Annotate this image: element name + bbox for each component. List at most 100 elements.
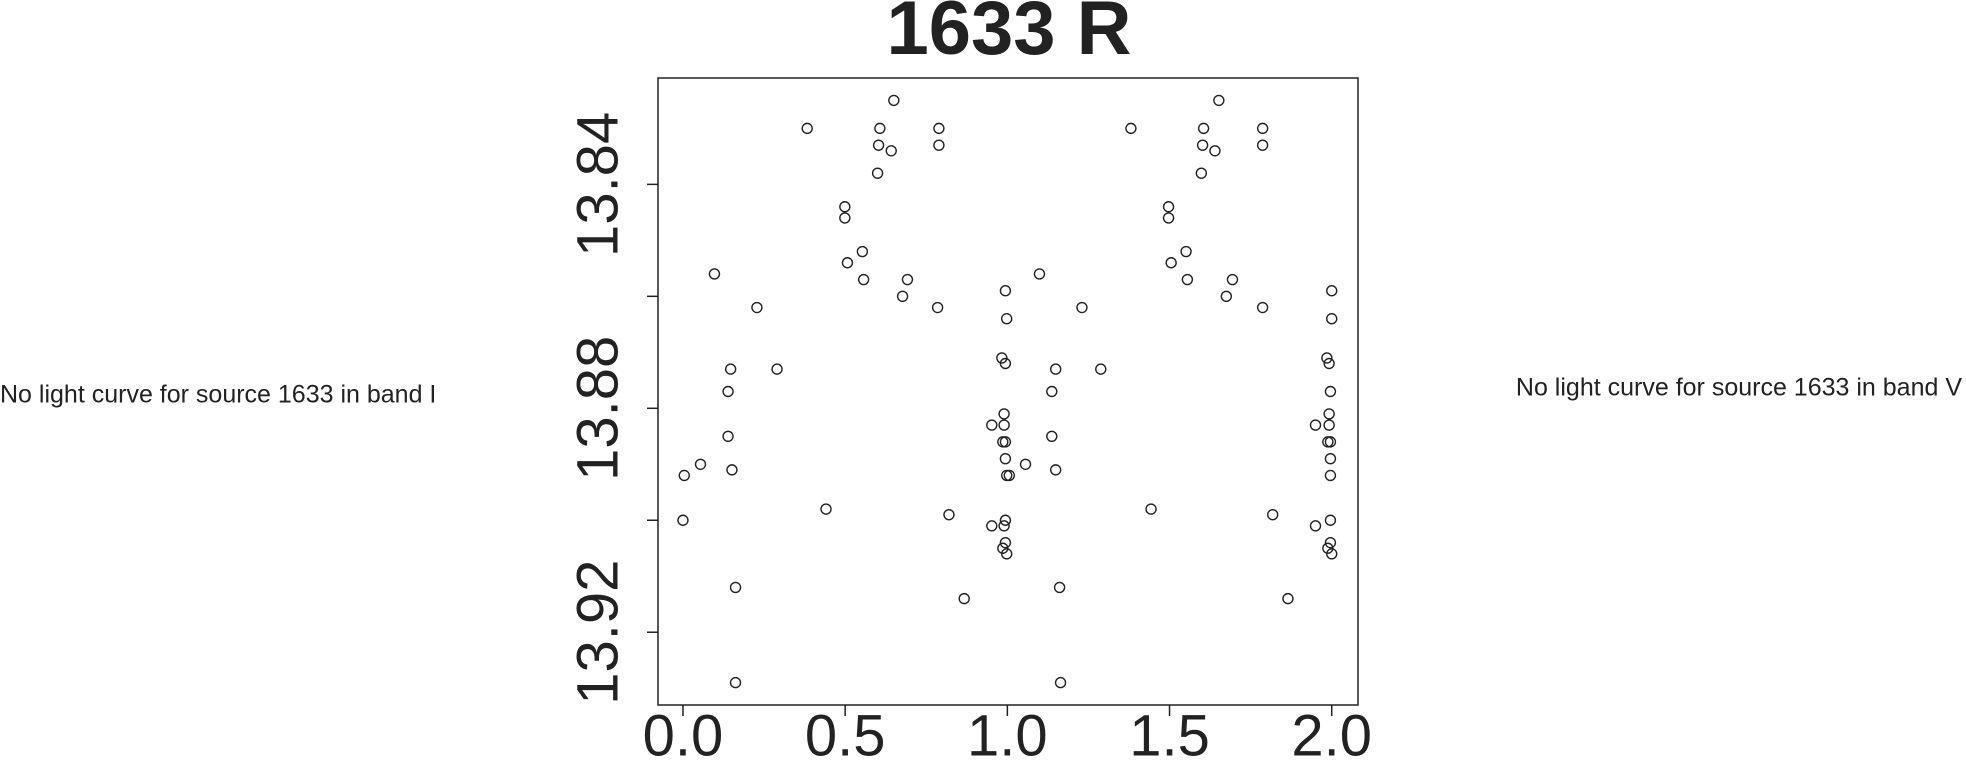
point [708,268,721,280]
point [1220,290,1233,303]
point [958,592,970,605]
point [1054,676,1067,689]
point [839,201,851,213]
point [986,419,998,431]
point [1323,357,1335,370]
x-tick-label: 1.0 [967,703,1048,764]
point [1322,542,1334,554]
y-tick-label: 13.84 [565,112,630,257]
message-left: No light curve for source 1633 in band I [0,381,436,409]
point [1053,581,1066,594]
point [1326,313,1338,325]
point [1324,469,1337,482]
point [1049,363,1062,375]
point [771,363,783,375]
point [729,676,742,689]
point [1181,273,1194,286]
point [1209,145,1221,157]
point [1321,352,1333,364]
point [856,245,869,258]
point [1033,268,1046,280]
point [1165,257,1177,269]
point [1309,520,1322,532]
point [820,503,832,515]
point [999,285,1012,297]
x-tick-label: 1.5 [1129,703,1210,764]
point [901,273,914,286]
point [1196,139,1209,151]
point [1324,514,1337,526]
point [999,357,1012,370]
point [1323,408,1335,420]
point [839,212,851,224]
x-tick-label: 0.0 [643,703,724,764]
point [1226,273,1239,286]
point [872,139,885,151]
point [888,94,900,107]
point [1324,385,1337,398]
point [751,301,763,314]
point [1309,419,1322,431]
point [1162,201,1175,213]
point [1324,536,1337,549]
message-right: No light curve for source 1633 in band V [1516,374,1962,402]
point [896,290,909,303]
point [997,542,1009,554]
point [1326,285,1338,297]
x-tick-label: 0.5 [805,703,886,764]
point [998,419,1010,431]
point [1001,548,1013,560]
point [694,458,707,470]
point [722,430,734,442]
point [986,520,998,532]
y-tick-label: 13.88 [565,336,630,481]
point [1076,301,1088,314]
point [1003,469,1015,482]
point [871,167,884,179]
point [999,536,1012,549]
point [1256,139,1269,151]
point [943,508,955,521]
point [1125,122,1137,135]
x-tick-label: 2.0 [1291,703,1372,764]
point [1324,436,1337,448]
point [999,452,1012,465]
point [1046,385,1058,398]
point [999,436,1012,448]
point [1324,452,1337,465]
y-tick-label: 13.92 [565,560,630,705]
point [726,464,738,476]
point [1046,430,1058,442]
point [1256,301,1269,314]
point [1197,122,1210,135]
point [1162,212,1175,224]
point [729,581,742,594]
point [1323,419,1335,431]
point [998,520,1010,532]
point [841,257,854,269]
point [999,514,1012,526]
point [1019,458,1032,470]
point [933,122,945,135]
plot-frame [657,77,1359,706]
point [1049,464,1062,476]
point [801,122,813,135]
point [874,122,886,135]
point [1266,508,1279,521]
point [931,301,944,314]
point [724,363,737,375]
point [1195,167,1208,179]
point [1282,592,1294,605]
point [885,145,897,157]
point [1180,245,1192,258]
point [1145,503,1157,515]
point [1001,313,1013,325]
point [933,139,945,151]
point [1326,548,1338,560]
point [1213,94,1225,107]
point [857,273,870,286]
chart-title: 1633 R [886,0,1131,71]
point [1095,363,1107,375]
point [996,352,1008,364]
